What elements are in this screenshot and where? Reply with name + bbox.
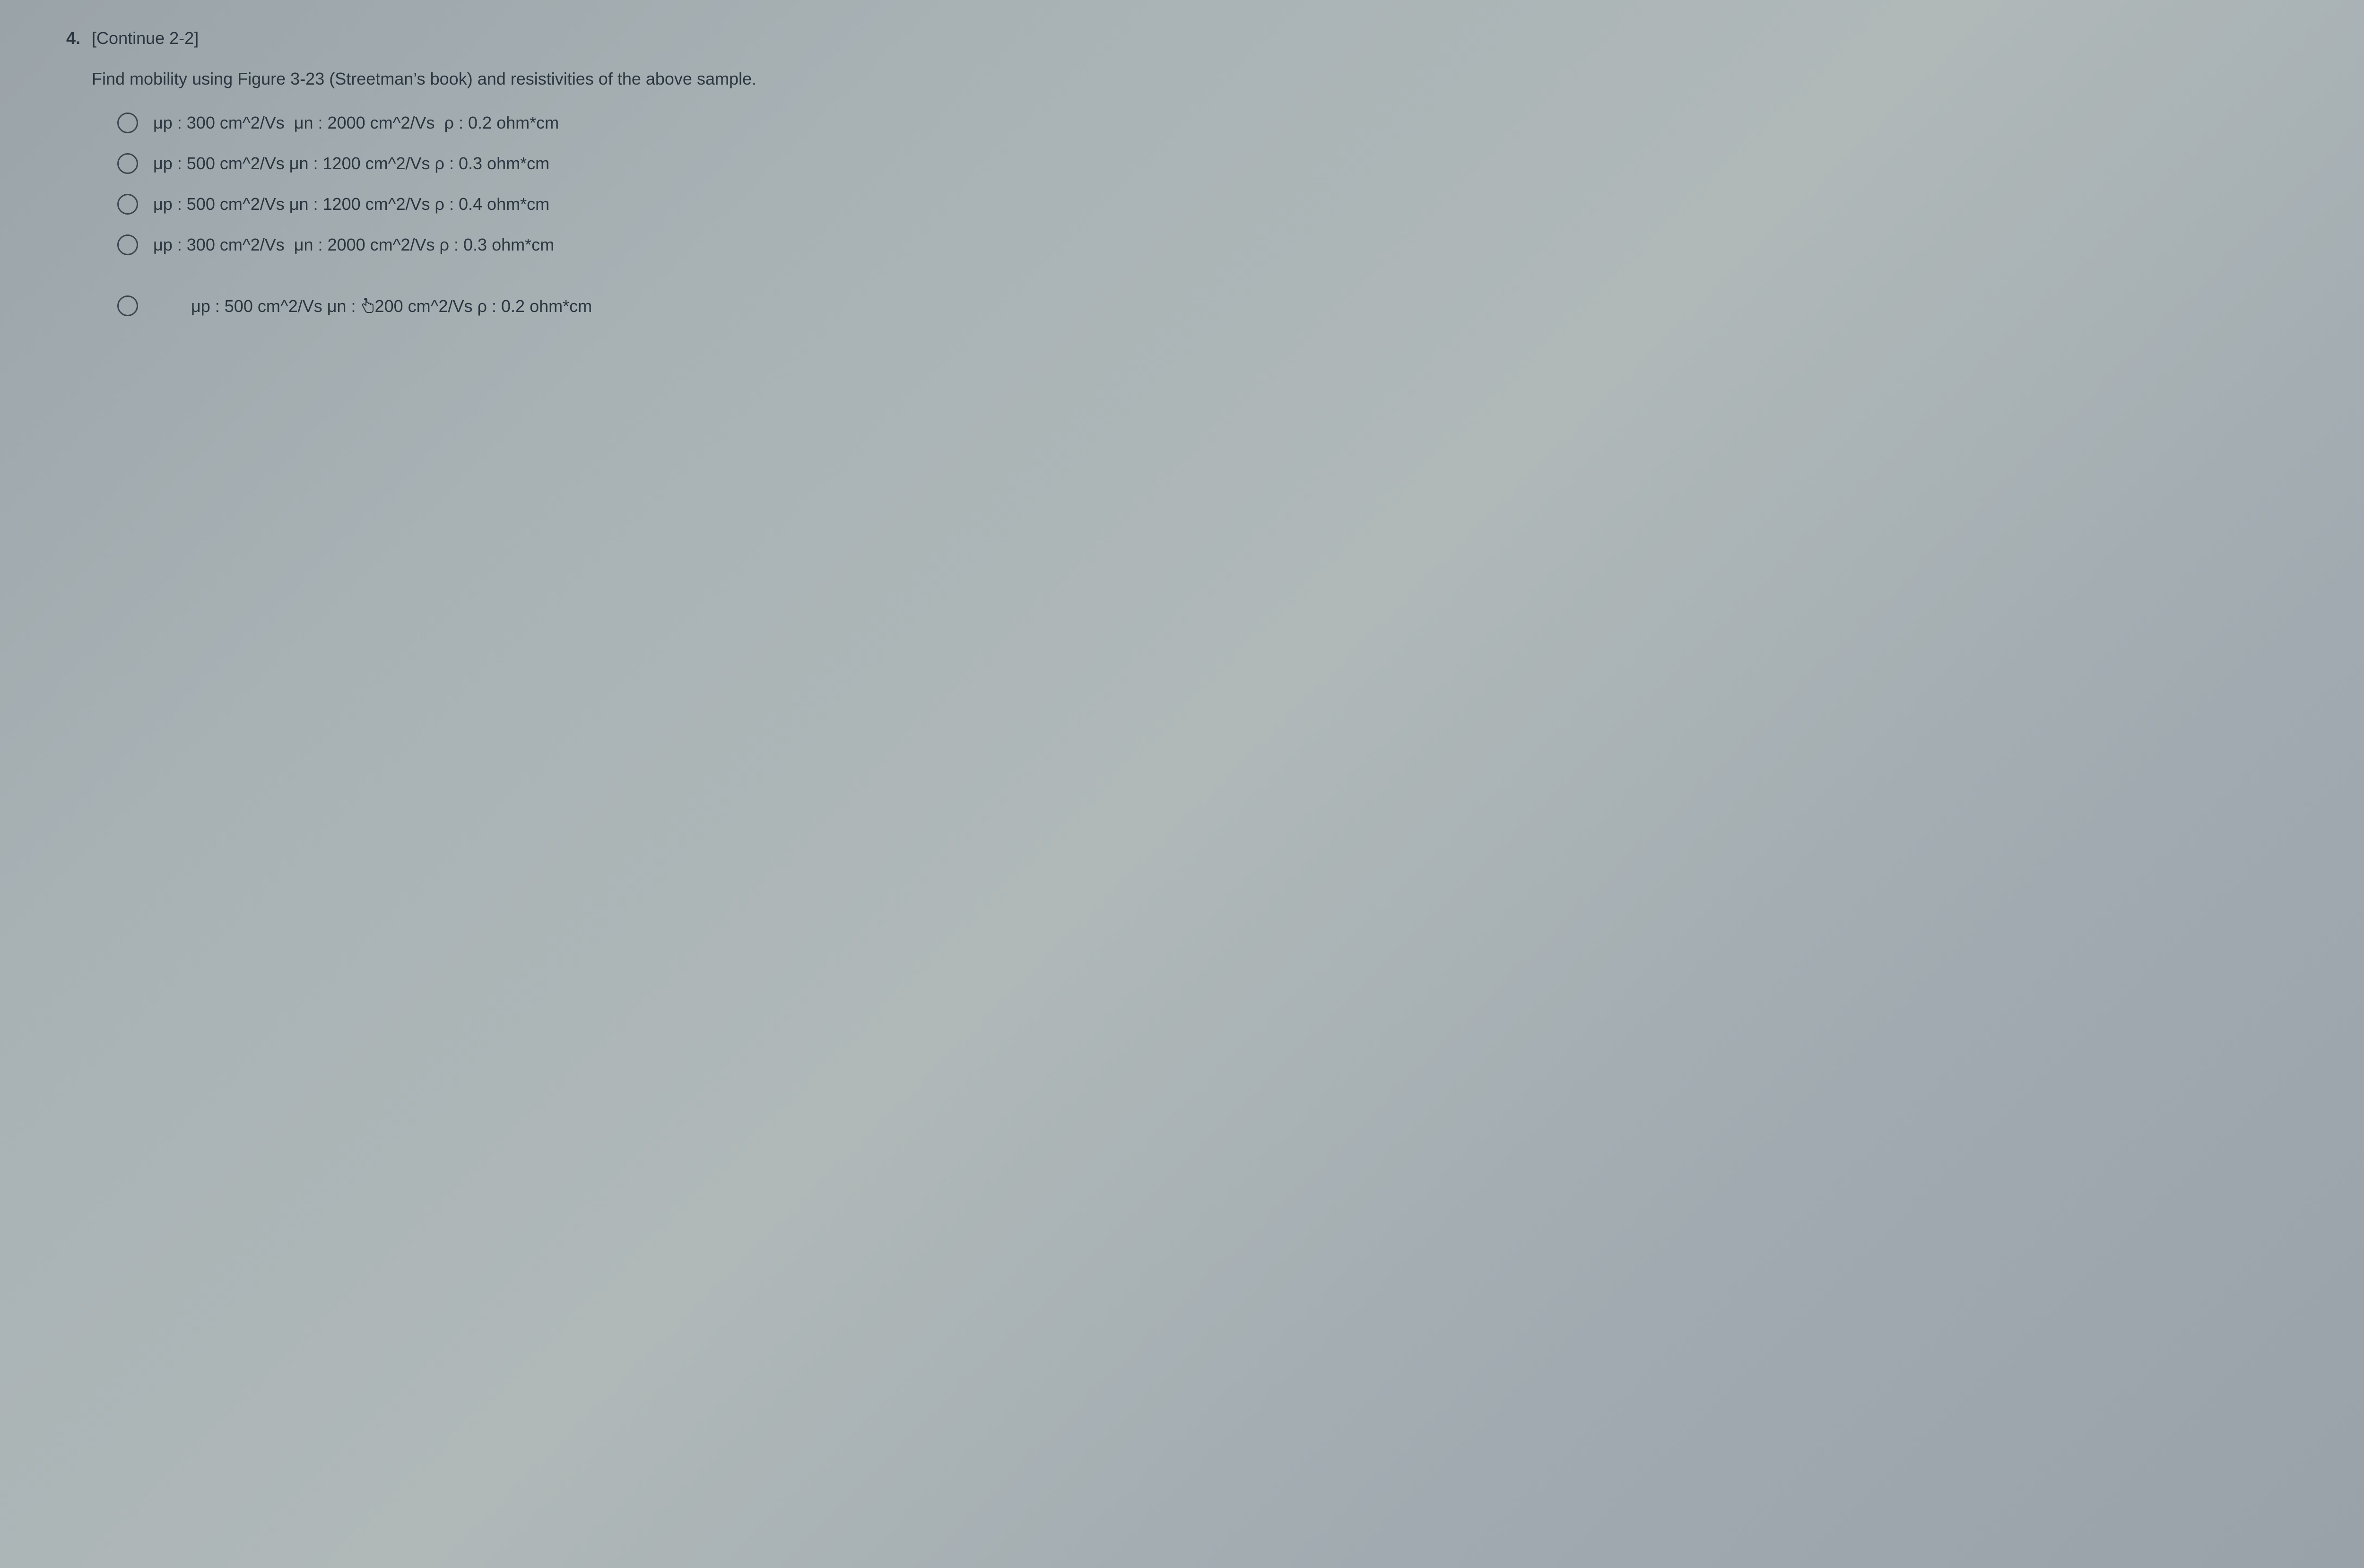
option-text-pre: μp : 500 cm^2/Vs μn : [191,296,361,316]
radio-icon[interactable] [117,194,138,215]
option-text-post: 200 cm^2/Vs ρ : 0.2 ohm*cm [375,296,592,316]
option-text: μp : 300 cm^2/Vs μn : 2000 cm^2/Vs ρ : 0… [153,113,559,133]
option-row[interactable]: μp : 500 cm^2/Vs μn : 1200 cm^2/Vs ρ : 0… [117,194,2298,215]
radio-icon[interactable] [117,295,138,316]
radio-icon[interactable] [117,234,138,255]
option-row[interactable]: μp : 500 cm^2/Vs μn : 1200 cm^2/Vs ρ : 0… [117,153,2298,174]
option-row[interactable]: μp : 500 cm^2/Vs μn : 200 cm^2/Vs ρ : 0.… [117,275,2298,336]
options-group: μp : 300 cm^2/Vs μn : 2000 cm^2/Vs ρ : 0… [117,113,2298,336]
option-text: μp : 300 cm^2/Vs μn : 2000 cm^2/Vs ρ : 0… [153,235,554,255]
question-tag: [Continue 2-2] [92,28,199,48]
radio-icon[interactable] [117,113,138,133]
hand-cursor-icon [361,298,375,315]
question-number: 4. [66,28,80,48]
radio-icon[interactable] [117,153,138,174]
option-text: μp : 500 cm^2/Vs μn : 1200 cm^2/Vs ρ : 0… [153,154,549,173]
question-header: 4. [Continue 2-2] [66,28,2298,48]
option-text: μp : 500 cm^2/Vs μn : 1200 cm^2/Vs ρ : 0… [153,194,549,214]
question-prompt: Find mobility using Figure 3-23 (Streetm… [92,69,2298,89]
quiz-question-block: 4. [Continue 2-2] Find mobility using Fi… [0,0,2364,394]
option-row[interactable]: μp : 300 cm^2/Vs μn : 2000 cm^2/Vs ρ : 0… [117,113,2298,133]
option-text: μp : 500 cm^2/Vs μn : 200 cm^2/Vs ρ : 0.… [153,275,592,336]
option-row[interactable]: μp : 300 cm^2/Vs μn : 2000 cm^2/Vs ρ : 0… [117,234,2298,255]
